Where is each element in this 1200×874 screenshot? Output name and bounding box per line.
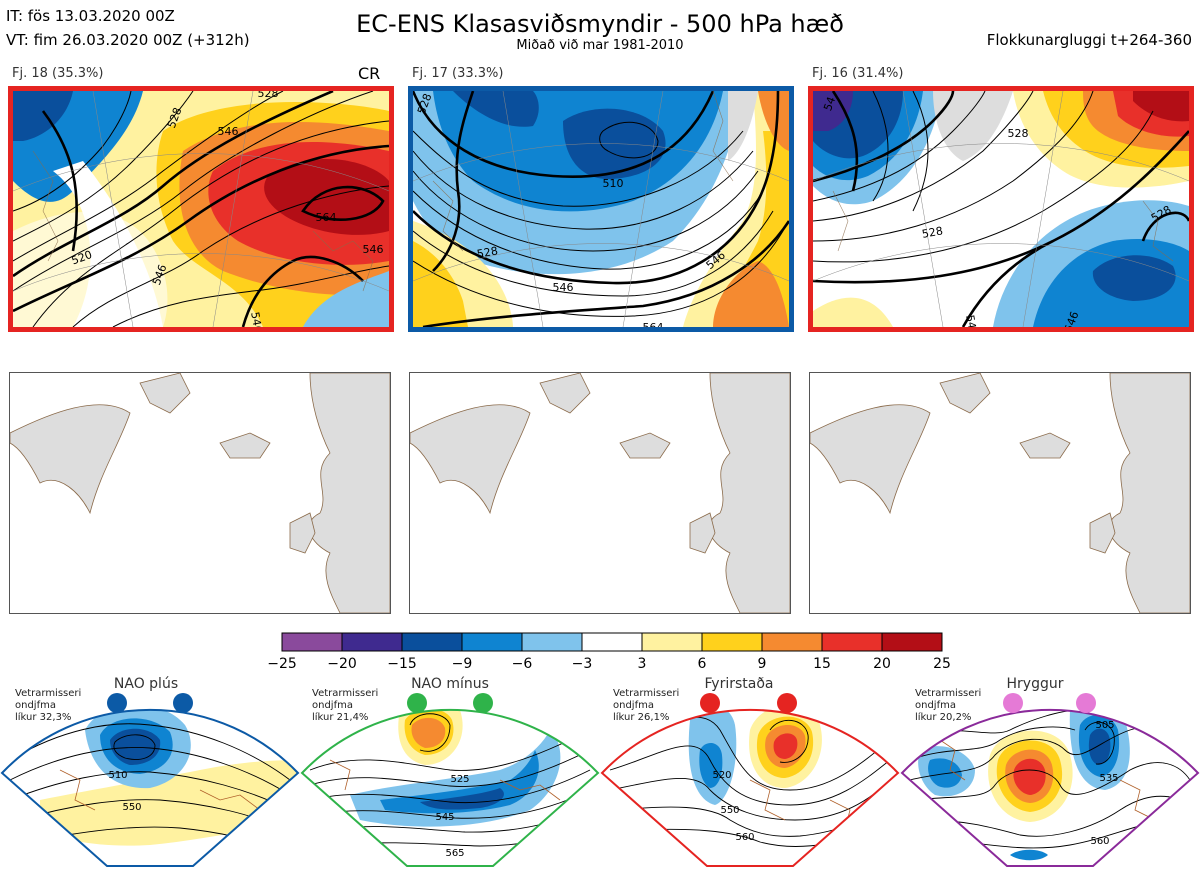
colorbar-segment [641,632,703,652]
contour-label: 560 [1090,836,1109,847]
contour-label: 520 [712,770,731,781]
cluster-2-label: Fj. 17 (33.3%) [412,66,504,81]
cluster-3-label: Fj. 16 (31.4%) [812,66,904,81]
cluster-3-map: 54 528 528 546 546 528 [808,86,1194,332]
contour-label: 565 [445,848,464,859]
contour-label: 528 [1008,127,1029,140]
colorbar-tick-label: −9 [451,656,473,672]
cluster-1-label: Fj. 18 (35.3%) [12,66,104,81]
colorbar-tick-label: −6 [511,656,533,672]
contour-label: 505 [1095,720,1114,731]
base-map-3 [809,372,1191,614]
contour-label: 550 [720,805,739,816]
colorbar-tick-label: −25 [267,656,297,672]
colorbar-tick-label: −15 [387,656,417,672]
contour-label: 528 [476,244,499,260]
contour-label: 546 [218,125,239,138]
regime-dot-right [777,693,797,713]
contour-label: 510 [603,177,624,190]
regime-ridge: 505 535 560 [900,670,1200,870]
regime-dot-left [1003,693,1023,713]
cluster-1-map: 528 546 520 564 546 546 528 546 [8,86,394,332]
cluster-tag: CR [358,64,381,83]
regime-dot-left [107,693,127,713]
contour-label: 546 [963,314,979,327]
colorbar [280,632,944,656]
contour-label: 546 [248,311,264,327]
initial-time: IT: fös 13.03.2020 00Z [6,7,175,25]
contour-label: 564 [316,211,337,224]
colorbar-tick-label: 3 [637,656,647,672]
contour-label: 54 [821,95,838,113]
colorbar-tick-label: 6 [697,656,707,672]
colorbar-tick-label: 25 [933,656,951,672]
colorbar-segment [341,632,403,652]
contour-label: 528 [921,224,944,240]
base-map-2 [409,372,791,614]
colorbar-tick-label: −20 [327,656,357,672]
contour-label: 560 [735,832,754,843]
colorbar-segment [461,632,523,652]
colorbar-segment [581,632,643,652]
colorbar-tick-label: 9 [757,656,767,672]
colorbar-segment [761,632,823,652]
colorbar-segment [401,632,463,652]
colorbar-segment [821,632,883,652]
contour-label: 546 [1062,310,1081,327]
page-title: EC-ENS Klasasviðsmyndir - 500 hPa hæð [356,10,844,38]
contour-label: 564 [643,321,664,327]
valid-time: VT: fim 26.03.2020 00Z (+312h) [6,31,250,49]
contour-label: 545 [435,812,454,823]
regime-blocking: 520 550 560 [600,670,900,870]
contour-label: 528 [258,91,279,100]
regime-dot-right [473,693,493,713]
contour-label: 525 [450,774,469,785]
colorbar-segment [521,632,583,652]
cluster-2-map: 528510528546546564 [408,86,794,332]
colorbar-segment [881,632,943,652]
regime-note: Vetrarmisseri ondjfma líkur 32,3% [15,688,82,723]
contour-label: 510 [108,770,127,781]
regime-nao-plus: 510 550 [0,670,300,870]
colorbar-segment [281,632,343,652]
contour-label: 546 [553,281,574,294]
contour-label: 535 [1099,773,1118,784]
regime-title: Hryggur [1006,676,1064,692]
regime-dot-left [700,693,720,713]
colorbar-tick-label: 20 [873,656,891,672]
classification-window: Flokkunargluggi t+264-360 [986,31,1192,49]
colorbar-segment [701,632,763,652]
regime-note: Vetrarmisseri ondjfma líkur 26,1% [613,688,680,723]
page-subtitle: Miðað við mar 1981-2010 [516,38,684,53]
regime-dot-right [1076,693,1096,713]
regime-nao-minus: 525 545 565 [300,670,600,870]
regime-note: Vetrarmisseri ondjfma líkur 21,4% [312,688,379,723]
contour-label: 550 [122,802,141,813]
regime-dot-left [407,693,427,713]
colorbar-tick-label: 15 [813,656,831,672]
colorbar-tick-label: −3 [571,656,593,672]
regime-note: Vetrarmisseri ondjfma líkur 20,2% [915,688,982,723]
contour-label: 546 [363,243,384,256]
base-map-1 [9,372,391,614]
regime-title: Fyrirstaða [704,676,774,692]
regime-title: NAO plús [113,676,179,692]
regime-dot-right [173,693,193,713]
regime-title: NAO mínus [411,676,489,692]
